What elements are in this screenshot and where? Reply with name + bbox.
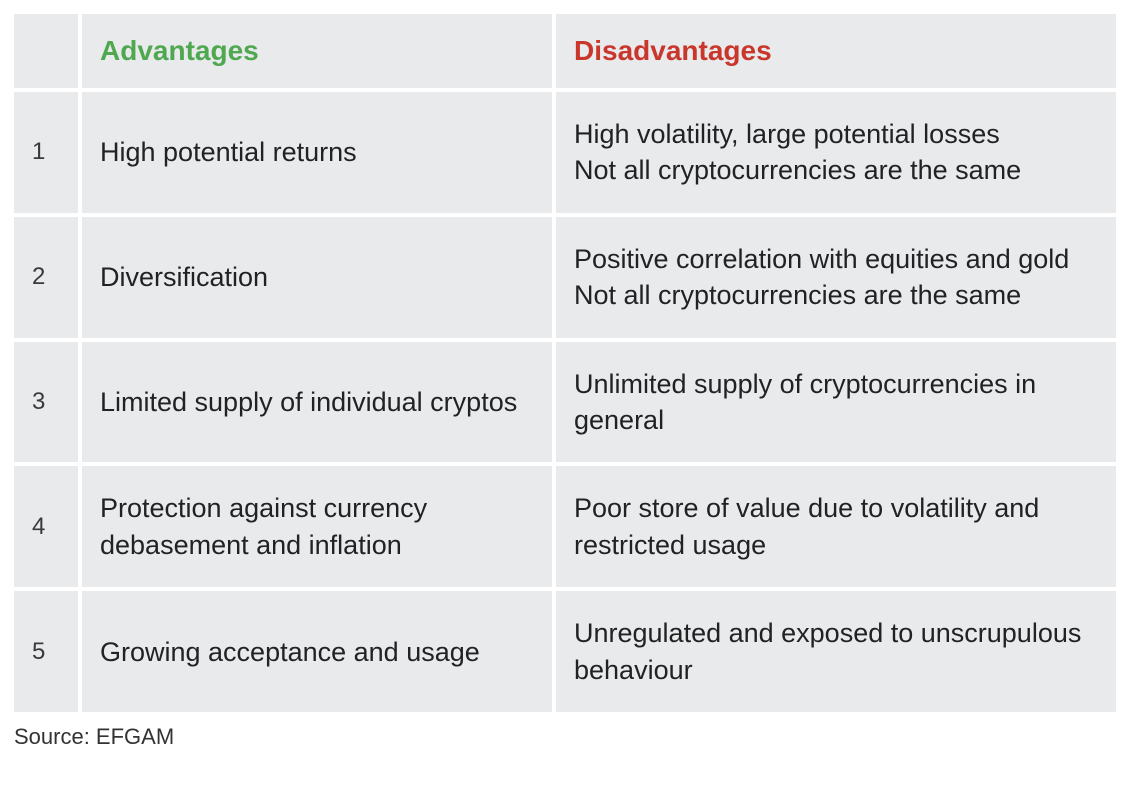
disadvantage-cell: Unregulated and exposed to unscrupulous … — [556, 591, 1116, 712]
table-row: 1 High potential returns High volatility… — [14, 92, 1116, 213]
advantage-cell: Diversification — [82, 217, 552, 338]
row-number: 1 — [14, 92, 78, 213]
table-row: 4 Protection against currency debasement… — [14, 466, 1116, 587]
table-row: 5 Growing acceptance and usage Unregulat… — [14, 591, 1116, 712]
table-row: 2 Diversification Positive correlation w… — [14, 217, 1116, 338]
comparison-table: Advantages Disadvantages 1 High potentia… — [10, 10, 1120, 716]
advantage-cell: Growing acceptance and usage — [82, 591, 552, 712]
header-advantages: Advantages — [82, 14, 552, 88]
row-number: 2 — [14, 217, 78, 338]
row-number: 3 — [14, 342, 78, 463]
row-number: 4 — [14, 466, 78, 587]
source-text: Source: EFGAM — [14, 724, 1114, 750]
table-header-row: Advantages Disadvantages — [14, 14, 1116, 88]
header-disadvantages: Disadvantages — [556, 14, 1116, 88]
advantage-cell: Limited supply of individual cryptos — [82, 342, 552, 463]
advantage-cell: Protection against currency debasement a… — [82, 466, 552, 587]
disadvantage-cell: Unlimited supply of cryptocurrencies in … — [556, 342, 1116, 463]
advantage-cell: High potential returns — [82, 92, 552, 213]
disadvantage-cell: Poor store of value due to volatility an… — [556, 466, 1116, 587]
row-number: 5 — [14, 591, 78, 712]
header-number-blank — [14, 14, 78, 88]
disadvantage-cell: High volatility, large potential lossesN… — [556, 92, 1116, 213]
table-body: 1 High potential returns High volatility… — [14, 92, 1116, 712]
table-row: 3 Limited supply of individual cryptos U… — [14, 342, 1116, 463]
disadvantage-cell: Positive correlation with equities and g… — [556, 217, 1116, 338]
